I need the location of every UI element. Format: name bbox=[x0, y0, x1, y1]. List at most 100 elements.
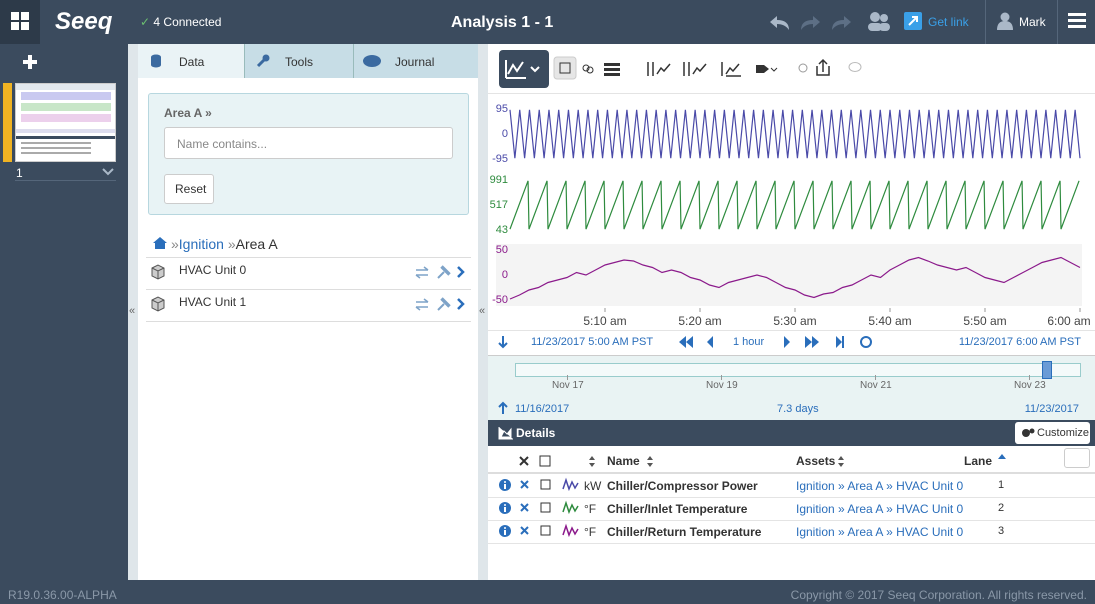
step-back[interactable] bbox=[677, 334, 727, 350]
details-icon bbox=[498, 427, 513, 440]
export-icon[interactable] bbox=[816, 58, 830, 76]
range-handle[interactable] bbox=[1042, 361, 1052, 379]
select-box[interactable] bbox=[540, 525, 551, 536]
footer bbox=[0, 580, 1095, 604]
range-duration[interactable]: 7.3 days bbox=[777, 403, 819, 415]
range-tick-label: Nov 23 bbox=[1014, 380, 1046, 391]
signal-line bbox=[509, 180, 1080, 230]
asset-path[interactable]: Ignition » Area A » HVAC Unit 0 bbox=[796, 502, 964, 516]
row-icons bbox=[496, 523, 586, 540]
display-duration[interactable]: 1 hour bbox=[733, 336, 765, 348]
lanes-icon[interactable] bbox=[604, 63, 620, 66]
select-box[interactable] bbox=[540, 479, 551, 490]
x-tick-label: 5:40 am bbox=[868, 314, 911, 328]
worksheet-menu[interactable] bbox=[101, 167, 115, 177]
asset-row[interactable] bbox=[146, 290, 471, 320]
user-name[interactable]: Mark bbox=[1019, 15, 1046, 29]
label-icon[interactable] bbox=[756, 65, 769, 73]
connection-status[interactable]: ✓ 4 Connected bbox=[140, 15, 222, 29]
collapse-strip[interactable] bbox=[478, 44, 488, 580]
select-all[interactable] bbox=[539, 455, 551, 467]
view-selector[interactable] bbox=[499, 50, 549, 88]
signal-name[interactable]: Chiller/Return Temperature bbox=[607, 525, 762, 539]
collapse-arrow[interactable] bbox=[496, 334, 510, 350]
sort-icons bbox=[647, 456, 844, 467]
separator: » bbox=[227, 236, 236, 252]
collapse-strip[interactable] bbox=[128, 44, 138, 580]
unit: °F bbox=[584, 525, 597, 539]
share-icon[interactable] bbox=[866, 10, 892, 34]
asset-path[interactable]: Ignition » Area A » HVAC Unit 0 bbox=[796, 525, 964, 539]
x-tick-label: 5:10 am bbox=[583, 314, 626, 328]
crumb[interactable]: Ignition bbox=[178, 236, 224, 252]
toolbar-icons bbox=[553, 56, 862, 80]
row-icon-set bbox=[499, 523, 579, 538]
breadcrumb: »Ignition »Area A bbox=[171, 236, 278, 252]
select-box[interactable] bbox=[540, 502, 551, 513]
display-start[interactable]: 11/23/2017 5:00 AM PST bbox=[531, 336, 654, 348]
divider bbox=[985, 0, 986, 44]
signal-name[interactable]: Chiller/Inlet Temperature bbox=[607, 502, 748, 516]
lane-background bbox=[496, 244, 1082, 306]
tab-label[interactable]: Tools bbox=[285, 55, 314, 69]
link-icon[interactable] bbox=[904, 12, 922, 30]
remove-all[interactable] bbox=[519, 456, 529, 466]
calendar-icon bbox=[559, 62, 571, 74]
range-end[interactable]: 11/23/2017 bbox=[1024, 403, 1079, 415]
signal-line bbox=[509, 109, 1081, 159]
menu-icon[interactable] bbox=[1068, 12, 1086, 30]
remove-icon[interactable] bbox=[520, 503, 529, 512]
y-tick-label: 50 bbox=[496, 244, 508, 256]
undo[interactable] bbox=[770, 16, 789, 30]
collapse-arrow: « bbox=[129, 305, 136, 317]
wrench-icon[interactable] bbox=[256, 54, 270, 68]
link-icon[interactable] bbox=[582, 64, 590, 72]
axis-icon[interactable] bbox=[647, 62, 671, 76]
remove-icon[interactable] bbox=[520, 526, 529, 535]
axis-icon[interactable] bbox=[683, 62, 707, 76]
sort-icon[interactable] bbox=[589, 456, 595, 467]
remove-icon[interactable] bbox=[520, 480, 529, 489]
journal-icon[interactable] bbox=[362, 54, 382, 68]
column-header[interactable]: Lane bbox=[964, 454, 993, 468]
search-placeholder: Name contains... bbox=[177, 137, 268, 151]
add-worksheet[interactable] bbox=[22, 54, 38, 70]
lane-number: 3 bbox=[998, 525, 1005, 537]
reset-button[interactable] bbox=[164, 174, 214, 204]
worksheet-thumbnail[interactable] bbox=[15, 83, 116, 162]
search-input[interactable] bbox=[164, 127, 453, 159]
x-tick-label: 5:50 am bbox=[963, 314, 1006, 328]
calendar-button[interactable] bbox=[553, 56, 577, 80]
get-link[interactable]: Get link bbox=[928, 15, 969, 29]
zoom-icon[interactable] bbox=[798, 63, 808, 73]
asset-row[interactable] bbox=[146, 258, 471, 288]
asset-icons bbox=[151, 264, 465, 280]
crumb: Area A bbox=[235, 236, 278, 252]
column-header[interactable]: Name bbox=[607, 454, 640, 468]
redo-all[interactable] bbox=[832, 16, 851, 30]
sort-asc bbox=[998, 454, 1006, 459]
expand-arrow[interactable] bbox=[496, 400, 510, 416]
y-tick-label: 0 bbox=[502, 128, 508, 140]
annotate-icon[interactable] bbox=[848, 62, 862, 72]
signal-name[interactable]: Chiller/Compressor Power bbox=[607, 479, 758, 493]
range-start[interactable]: 11/16/2017 bbox=[515, 403, 570, 415]
columns-button[interactable] bbox=[1064, 448, 1090, 468]
x-tick-label: 5:30 am bbox=[773, 314, 816, 328]
lane-number: 1 bbox=[998, 479, 1005, 491]
dropdown bbox=[770, 67, 778, 72]
redo[interactable] bbox=[801, 16, 820, 30]
step-forward[interactable] bbox=[780, 334, 880, 350]
home-button[interactable] bbox=[0, 0, 40, 44]
column-header[interactable]: Assets bbox=[796, 454, 836, 468]
home-icon[interactable] bbox=[152, 236, 168, 250]
range-slider[interactable] bbox=[515, 363, 1081, 377]
customize-button[interactable] bbox=[1015, 422, 1090, 444]
axis-icon[interactable] bbox=[721, 62, 741, 77]
display-end[interactable]: 11/23/2017 6:00 AM PST bbox=[958, 336, 1081, 348]
tab-label[interactable]: Journal bbox=[395, 55, 435, 69]
active-indicator bbox=[3, 83, 12, 162]
asset-path[interactable]: Ignition » Area A » HVAC Unit 0 bbox=[796, 479, 964, 493]
range-tick-label: Nov 17 bbox=[552, 380, 584, 391]
search-path: Area A » bbox=[164, 106, 212, 120]
